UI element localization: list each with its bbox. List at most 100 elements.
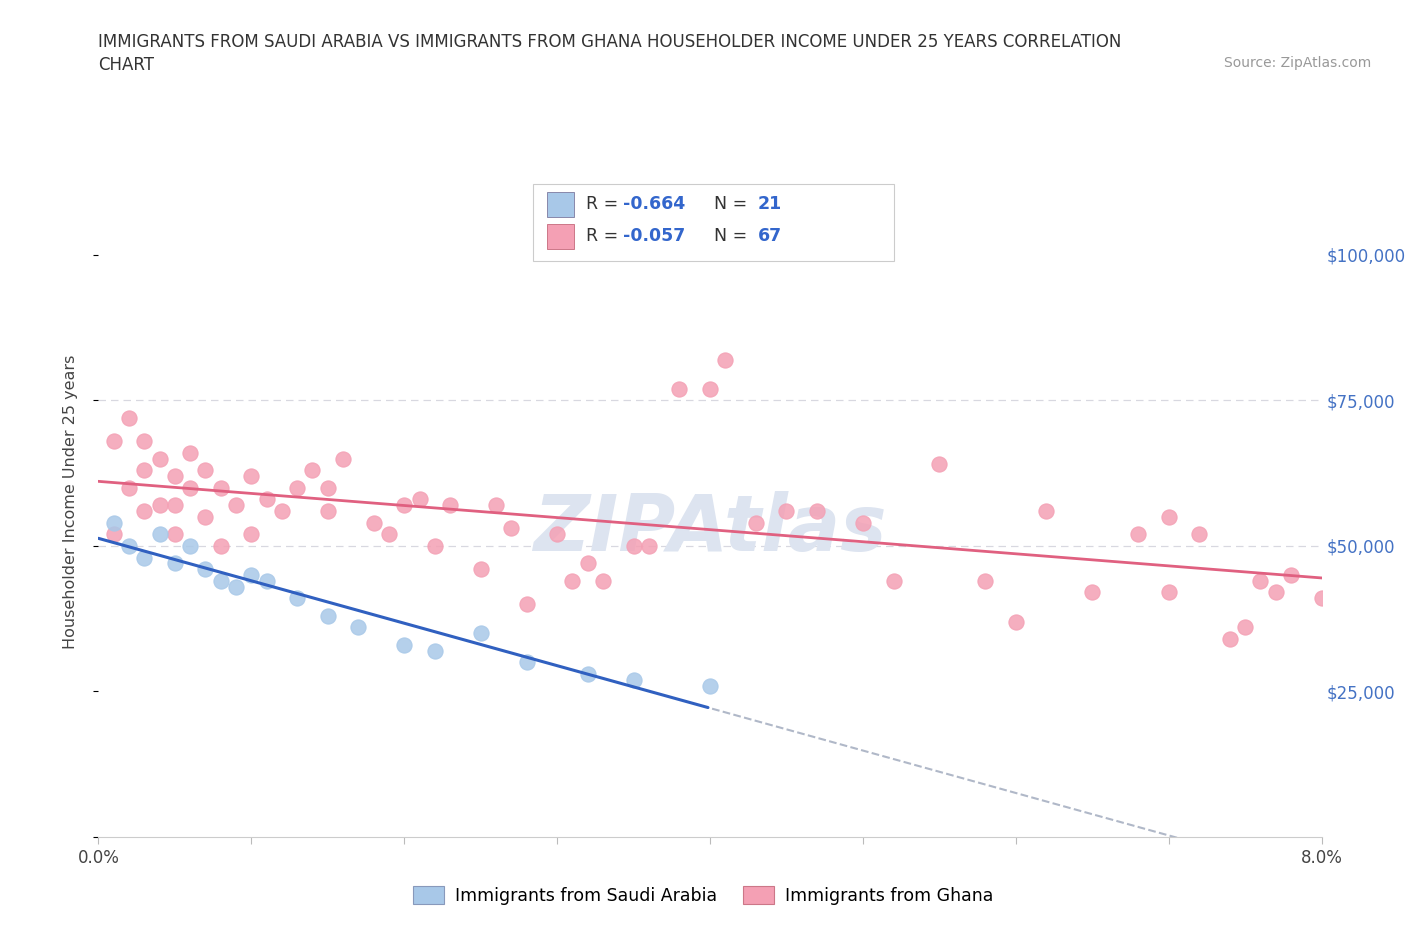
Point xyxy=(285,591,308,605)
Legend: Immigrants from Saudi Arabia, Immigrants from Ghana: Immigrants from Saudi Arabia, Immigrants… xyxy=(406,880,1000,912)
Point xyxy=(209,538,232,553)
Point xyxy=(209,480,232,495)
Point xyxy=(470,562,492,577)
Point xyxy=(316,503,339,518)
Y-axis label: Householder Income Under 25 years: Householder Income Under 25 years xyxy=(63,355,77,649)
Point xyxy=(668,381,690,396)
Point xyxy=(1249,574,1271,589)
Point xyxy=(134,463,156,478)
Point xyxy=(852,515,875,530)
Point xyxy=(134,550,156,565)
Point xyxy=(225,498,247,512)
Bar xyxy=(547,192,574,217)
Point xyxy=(699,678,721,693)
Point xyxy=(163,498,186,512)
Point xyxy=(928,457,950,472)
Point xyxy=(745,515,768,530)
Point xyxy=(392,637,416,652)
Point xyxy=(699,381,721,396)
Point xyxy=(392,498,416,512)
Point xyxy=(118,538,141,553)
Point xyxy=(883,574,905,589)
Point xyxy=(103,526,125,541)
Point xyxy=(316,608,339,623)
Point xyxy=(149,526,172,541)
Point xyxy=(576,667,599,682)
Point xyxy=(1004,614,1026,629)
Text: ZIPAtlas: ZIPAtlas xyxy=(533,491,887,567)
Point xyxy=(149,498,172,512)
Point xyxy=(1279,567,1302,582)
Point xyxy=(1157,585,1180,600)
Point xyxy=(240,567,263,582)
Point xyxy=(1035,503,1057,518)
Point xyxy=(623,538,645,553)
Point xyxy=(408,492,430,507)
Point xyxy=(103,515,125,530)
Text: N =: N = xyxy=(703,195,752,213)
Point xyxy=(576,556,599,571)
Point xyxy=(256,574,278,589)
Point xyxy=(516,597,538,612)
Text: Source: ZipAtlas.com: Source: ZipAtlas.com xyxy=(1223,56,1371,70)
Point xyxy=(714,352,737,367)
Point xyxy=(592,574,614,589)
Point xyxy=(806,503,828,518)
Point xyxy=(270,503,294,518)
Point xyxy=(194,510,217,525)
Point xyxy=(285,480,308,495)
Point xyxy=(775,503,797,518)
Point xyxy=(209,574,232,589)
Point xyxy=(332,451,354,466)
Point xyxy=(179,445,201,460)
Point xyxy=(163,526,186,541)
Point xyxy=(485,498,508,512)
Point xyxy=(623,672,645,687)
Point xyxy=(103,433,125,448)
Point xyxy=(134,503,156,518)
Text: 21: 21 xyxy=(758,195,782,213)
Text: IMMIGRANTS FROM SAUDI ARABIA VS IMMIGRANTS FROM GHANA HOUSEHOLDER INCOME UNDER 2: IMMIGRANTS FROM SAUDI ARABIA VS IMMIGRAN… xyxy=(98,33,1122,50)
Text: R =: R = xyxy=(586,227,624,246)
Point xyxy=(1234,620,1257,635)
Point xyxy=(378,526,401,541)
Text: 67: 67 xyxy=(758,227,782,246)
Point xyxy=(1264,585,1286,600)
Point xyxy=(163,469,186,484)
Bar xyxy=(533,184,894,261)
Point xyxy=(256,492,278,507)
Point xyxy=(347,620,370,635)
Text: R =: R = xyxy=(586,195,624,213)
Point xyxy=(546,526,568,541)
Text: -0.057: -0.057 xyxy=(623,227,686,246)
Point xyxy=(974,574,997,589)
Point xyxy=(179,538,201,553)
Point xyxy=(316,480,339,495)
Point xyxy=(240,526,263,541)
Point xyxy=(118,480,141,495)
Point xyxy=(149,451,172,466)
Bar xyxy=(547,223,574,249)
Point xyxy=(240,469,263,484)
Point xyxy=(637,538,661,553)
Point xyxy=(194,463,217,478)
Point xyxy=(501,521,523,536)
Text: CHART: CHART xyxy=(98,56,155,73)
Point xyxy=(163,556,186,571)
Point xyxy=(423,644,446,658)
Point xyxy=(363,515,385,530)
Point xyxy=(439,498,461,512)
Point xyxy=(1188,526,1211,541)
Point xyxy=(561,574,583,589)
Point xyxy=(1157,510,1180,525)
Point xyxy=(179,480,201,495)
Text: -0.664: -0.664 xyxy=(623,195,686,213)
Point xyxy=(1128,526,1150,541)
Point xyxy=(1219,631,1241,646)
Point xyxy=(1310,591,1333,605)
Point xyxy=(423,538,446,553)
Point xyxy=(194,562,217,577)
Point xyxy=(301,463,323,478)
Point xyxy=(516,655,538,670)
Point xyxy=(118,410,141,425)
